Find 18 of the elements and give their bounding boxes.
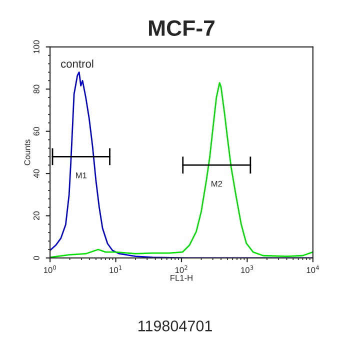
annotation: M1 <box>76 172 87 178</box>
x-tick-label: 10$^{3}$ <box>241 265 254 274</box>
series-label: control <box>61 60 94 68</box>
annotation: M2 <box>212 180 222 187</box>
y-tick-label: 0 <box>33 256 40 260</box>
x-tick-label: 10$^{2}$ <box>175 265 188 274</box>
y-tick-label: 20 <box>33 211 40 220</box>
x-tick-label: 10$^{4}$ <box>306 266 319 274</box>
y-tick-label: 40 <box>33 169 40 178</box>
x-tick-label: 10$^{0}$ <box>44 265 56 274</box>
y-tick-label: 60 <box>33 127 40 136</box>
x-axis-title: FL1-H <box>170 275 192 281</box>
text: 119804701 <box>138 320 212 332</box>
x-tick-label: 10$^{1}$ <box>110 266 122 274</box>
y-tick-label: 100 <box>33 40 40 54</box>
chart-title: MCF-7 <box>149 20 214 36</box>
y-axis-title: Counts <box>24 140 30 166</box>
y-tick-label: 80 <box>33 84 40 94</box>
